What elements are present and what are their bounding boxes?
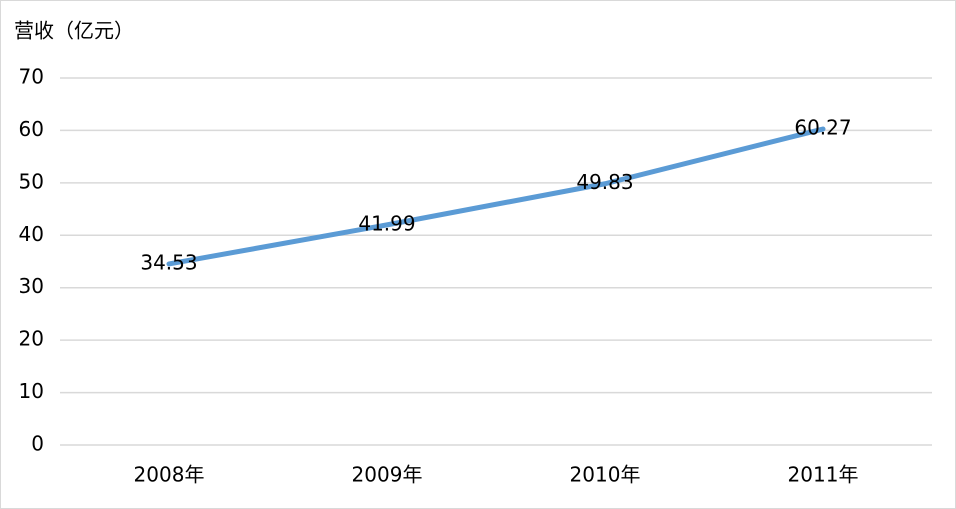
y-tick-label: 70 [19, 65, 44, 89]
data-label: 34.53 [140, 250, 197, 274]
data-label: 41.99 [358, 211, 415, 235]
y-tick-label: 20 [19, 327, 44, 351]
y-tick-label: 0 [31, 432, 44, 456]
y-tick-label: 40 [19, 222, 44, 246]
x-tick-label: 2008年 [134, 463, 205, 487]
y-tick-label: 50 [19, 169, 44, 193]
series-line [166, 126, 826, 267]
x-tick-label: 2011年 [788, 463, 859, 487]
x-tick-label: 2009年 [352, 463, 423, 487]
y-tick-label: 10 [19, 379, 44, 403]
data-label: 49.83 [576, 170, 633, 194]
y-tick-label: 30 [19, 274, 44, 298]
y-tick-label: 60 [19, 117, 44, 141]
data-label: 60.27 [794, 116, 851, 140]
x-tick-label: 2010年 [570, 463, 641, 487]
chart-title: 营收（亿元） [14, 19, 134, 43]
